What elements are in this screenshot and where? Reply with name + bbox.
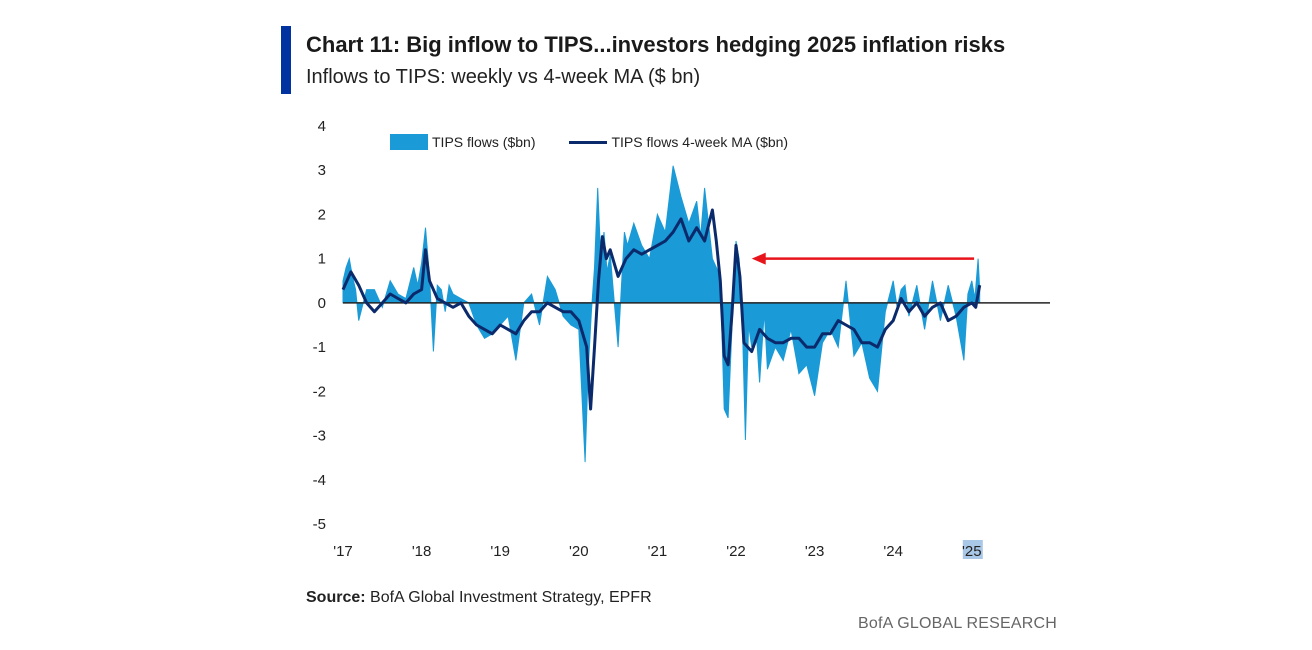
source-label: Source:	[306, 589, 366, 606]
x-tick-label: '25	[962, 543, 982, 560]
y-tick-label: 2	[318, 206, 326, 223]
y-tick-label: -2	[313, 383, 326, 400]
source-text: BofA Global Investment Strategy, EPFR	[365, 589, 652, 606]
series-tips-flows-ma	[341, 208, 982, 411]
y-tick-label: 3	[318, 162, 326, 179]
y-tick-label: 1	[318, 251, 326, 268]
x-axis: '17 '18 '19 '20 '21 '22 '23 '24 '25	[333, 540, 983, 560]
legend: TIPS flows ($bn) TIPS flows 4-week MA ($…	[390, 134, 788, 150]
y-tick-label: -5	[313, 516, 326, 533]
y-tick-label: 0	[318, 295, 326, 312]
x-tick-label: '23	[805, 543, 825, 560]
legend-label-flows: TIPS flows ($bn)	[432, 134, 536, 150]
legend-swatch-line	[569, 140, 608, 144]
y-tick-label: -1	[313, 339, 326, 356]
chart-title: Chart 11: Big inflow to TIPS...investors…	[306, 32, 1006, 57]
accent-bar	[281, 26, 291, 94]
y-tick-label: -3	[313, 428, 326, 445]
legend-swatch-area	[390, 134, 428, 150]
x-tick-label: '19	[490, 543, 510, 560]
x-tick-label: '21	[648, 543, 668, 560]
x-tick-label: '20	[569, 543, 589, 560]
annotation-arrow-head	[751, 252, 766, 265]
x-tick-label: '22	[726, 543, 746, 560]
plot-area	[341, 165, 1050, 463]
source-note: Source: BofA Global Investment Strategy,…	[306, 589, 652, 607]
x-tick-label: '24	[883, 543, 903, 560]
y-tick-label: 4	[318, 118, 326, 135]
brand-label: BofA GLOBAL RESEARCH	[858, 615, 1058, 632]
y-tick-label: -4	[313, 472, 326, 489]
x-tick-highlight	[962, 540, 983, 559]
chart-subtitle: Inflows to TIPS: weekly vs 4-week MA ($ …	[306, 66, 701, 88]
y-axis: 4 3 2 1 0 -1 -2 -3 -4 -5	[313, 118, 326, 533]
series-tips-flows	[342, 165, 981, 463]
x-tick-label: '18	[412, 543, 432, 560]
x-tick-label: '17	[333, 543, 353, 560]
legend-label-ma: TIPS flows 4-week MA ($bn)	[611, 134, 789, 150]
